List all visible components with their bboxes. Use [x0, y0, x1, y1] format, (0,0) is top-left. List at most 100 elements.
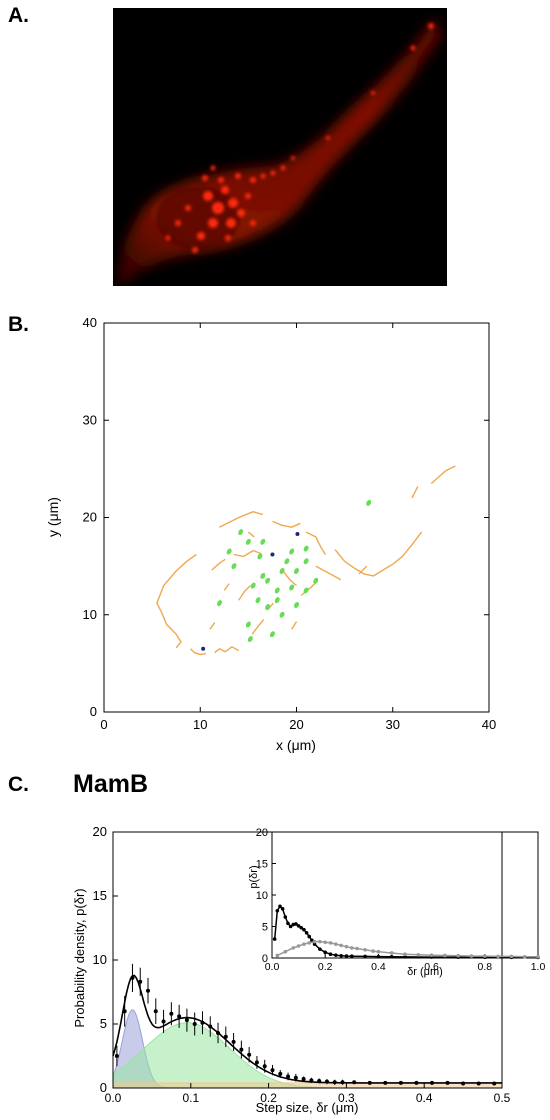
inset-data-point	[302, 942, 306, 946]
trajectory-track	[219, 511, 264, 528]
inset-data-point	[363, 948, 367, 952]
vesicle-spot	[192, 247, 198, 253]
total-fit-curve	[112, 974, 502, 1084]
c-data-point	[367, 1080, 372, 1085]
trajectory-plot: 0 10 20 30 40 0 10 20 30 40 x (μm) y (μm)	[45, 315, 496, 753]
c-data-point	[461, 1081, 466, 1086]
vesicle-spot	[250, 177, 256, 183]
immobile-point	[270, 552, 275, 557]
short-track-point	[294, 602, 299, 609]
c-data-point	[340, 1080, 345, 1085]
inset-data-point	[272, 937, 277, 941]
short-track-point	[303, 558, 309, 565]
inset-data-point	[283, 949, 288, 954]
vesicle-spot	[237, 209, 245, 217]
c-data-point	[161, 1019, 166, 1024]
short-track-point	[245, 538, 251, 545]
inset-data-point	[339, 943, 343, 948]
inset-y-axis-label: p(δr)	[248, 865, 260, 888]
c-data-point	[200, 1020, 205, 1025]
inset-data-point	[323, 950, 328, 955]
short-track-point	[294, 568, 299, 574]
c-data-point	[231, 1039, 236, 1044]
inset-data-point	[296, 924, 301, 928]
c-data-point	[146, 988, 151, 993]
c-data-point	[130, 975, 135, 980]
vesicle-spot	[185, 205, 191, 211]
inset-data-point	[403, 952, 407, 957]
b-y-axis-label: y (μm)	[45, 497, 61, 537]
trajectory-track	[247, 531, 255, 538]
c-data-point	[476, 1081, 481, 1086]
c-y-axis-label: Probability density, p(δr)	[72, 888, 87, 1027]
c-data-point	[398, 1080, 403, 1085]
short-track-point	[226, 548, 232, 555]
inset-data-point	[509, 954, 514, 959]
b-y-tick-label: 30	[83, 412, 97, 427]
vesicle-spot	[235, 173, 241, 179]
short-track-point	[274, 587, 280, 594]
short-track-point	[289, 548, 295, 555]
b-x-tick-label: 30	[386, 717, 400, 732]
vesicle-spot	[280, 165, 286, 171]
step-size-plot: 0.0 0.1 0.2 0.3 0.4 0.5 0 5 10 15 20 0.0 0.2 0.4 0.6 0…	[72, 824, 545, 1115]
vesicle-spot	[218, 177, 224, 183]
c-data-point	[301, 1077, 306, 1082]
short-track-point	[313, 577, 319, 584]
short-track-point	[255, 597, 261, 604]
trajectory-track	[209, 622, 216, 630]
c-data-point	[177, 1014, 182, 1019]
vesicle-spot	[371, 91, 375, 95]
c-data-point	[239, 1047, 244, 1052]
inset-data-point	[275, 908, 280, 913]
c-data-point	[169, 1011, 174, 1016]
inset-data-point	[299, 925, 304, 930]
c-x-tick-label: 0.5	[494, 1091, 511, 1105]
inset-y-tick-label: 0	[262, 953, 268, 965]
vesicle-spot	[270, 170, 276, 176]
inset-data-point	[389, 951, 394, 955]
vesicle-spot	[245, 193, 251, 199]
c-data-point	[278, 1071, 283, 1076]
inset-data-point	[339, 953, 343, 958]
inset-data-point	[483, 954, 487, 958]
c-y-tick-label: 15	[93, 888, 107, 903]
c-data-point	[429, 1080, 434, 1085]
inset-x-axis-label: δr (μm)	[407, 966, 443, 978]
inset-data-point	[389, 954, 394, 959]
trajectory-track	[315, 565, 342, 581]
c-data-point	[293, 1075, 298, 1080]
inset-data-point	[334, 953, 338, 957]
inset-x-tick-label: 0.4	[371, 961, 386, 973]
inset-data-point	[443, 953, 447, 958]
immobile-point	[295, 532, 300, 537]
short-track-point	[217, 600, 222, 607]
inset-data-point	[363, 954, 367, 959]
trajectory-track	[214, 646, 240, 654]
vesicle-spot	[221, 186, 229, 194]
trajectory-track	[251, 619, 265, 635]
short-track-point	[265, 603, 271, 610]
vesicle-spot	[208, 218, 218, 228]
short-track-point	[279, 611, 285, 618]
c-data-point	[286, 1074, 291, 1079]
vesicle-spot	[228, 198, 238, 208]
short-track-point	[366, 499, 372, 506]
b-x-tick-label: 0	[100, 717, 107, 732]
vesicle-spot	[410, 45, 416, 51]
inset-data-point	[350, 954, 354, 959]
vesicle-spot	[203, 191, 213, 201]
inset-data-point	[302, 927, 306, 932]
short-track-point	[274, 597, 280, 604]
vesicle-spot	[250, 220, 256, 226]
c-x-tick-label: 0.0	[105, 1091, 122, 1105]
c-data-point	[192, 1022, 197, 1026]
inset-data-point	[334, 942, 338, 946]
vesicle-spot	[226, 218, 236, 228]
inset-data-point	[429, 953, 434, 957]
c-data-point	[208, 1024, 213, 1029]
inset-data-point	[416, 953, 421, 957]
inset-data-point	[294, 922, 298, 926]
panel-c-label: C.	[8, 773, 29, 796]
trajectory-track	[305, 531, 326, 555]
